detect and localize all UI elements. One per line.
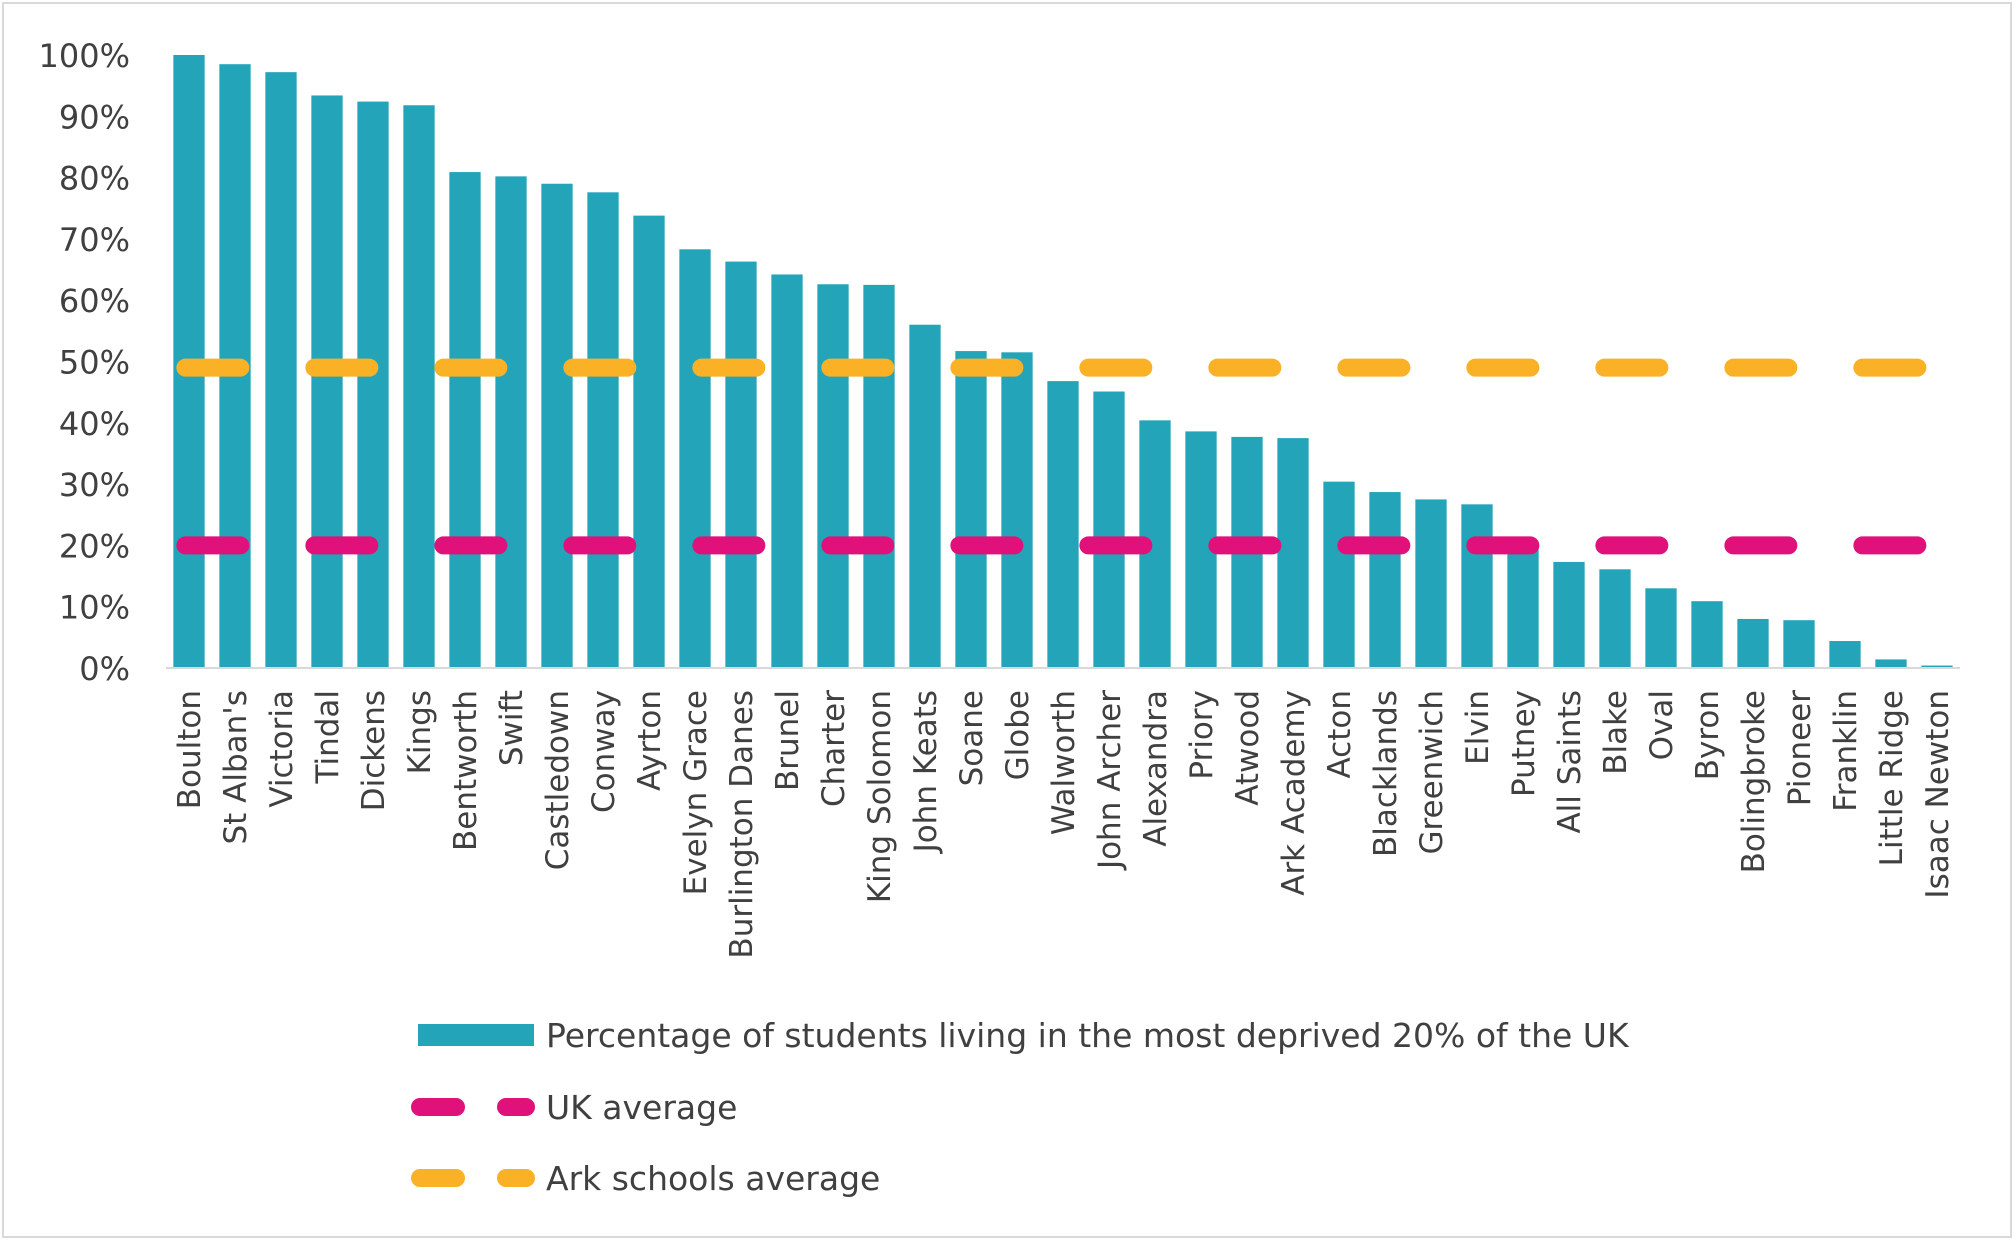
y-tick-label: 100% <box>39 37 130 75</box>
x-tick-label: Brunel <box>770 690 806 791</box>
bar <box>955 351 987 668</box>
legend-item: Percentage of students living in the mos… <box>418 1016 1630 1055</box>
bar <box>311 95 343 668</box>
legend-item: UK average <box>411 1088 737 1127</box>
bar <box>541 183 573 669</box>
x-tick-label: Greenwich <box>1414 690 1450 855</box>
bar <box>863 284 895 668</box>
y-tick-label: 90% <box>59 98 130 136</box>
x-tick-label: Byron <box>1690 690 1726 780</box>
y-tick-label: 40% <box>59 405 130 443</box>
x-tick-label: Victoria <box>264 690 300 808</box>
x-tick-label: Bolingbroke <box>1736 690 1772 873</box>
x-tick-label: Bentworth <box>448 690 484 851</box>
x-tick-label: Walworth <box>1046 690 1082 835</box>
bar <box>1093 391 1125 668</box>
bar <box>449 172 481 668</box>
x-axis: Boulton St Alban's Victoria Tindal Dickens Ki… <box>166 667 1960 959</box>
y-tick-label: 0% <box>79 650 130 688</box>
x-tick-label: Acton <box>1322 690 1358 778</box>
x-tick-label: Soane <box>954 690 990 786</box>
x-tick-label: Franklin <box>1828 690 1864 812</box>
bars <box>173 55 1953 669</box>
x-tick-label: Globe <box>1000 690 1036 780</box>
x-tick-label: Castledown <box>540 690 576 870</box>
bar <box>1001 352 1033 668</box>
bar <box>495 176 527 668</box>
bar <box>909 324 941 668</box>
bar <box>1737 618 1769 668</box>
bar <box>1599 569 1631 668</box>
bar <box>771 274 803 668</box>
legend-swatch <box>418 1024 534 1046</box>
y-tick-label: 30% <box>59 466 130 504</box>
reference-lines <box>176 358 1943 555</box>
bar <box>357 101 389 668</box>
y-axis: 0% 10% 20% 30% 40% 50% 60% 70% 80% 90% 100% <box>39 37 130 688</box>
x-tick-label: Little Ridge <box>1874 690 1910 866</box>
bar <box>1277 438 1309 668</box>
y-tick-label: 70% <box>59 221 130 259</box>
x-tick-label: Ayrton <box>632 690 668 791</box>
x-tick-label: Charter <box>816 690 852 807</box>
y-tick-label: 50% <box>59 344 130 382</box>
y-tick-label: 20% <box>59 527 130 565</box>
y-tick-label: 80% <box>59 160 130 198</box>
legend-label: Ark schools average <box>546 1159 880 1198</box>
x-tick-label: Dickens <box>356 690 392 811</box>
bar <box>1829 641 1861 668</box>
bar <box>817 284 849 668</box>
bar <box>1415 499 1447 668</box>
x-tick-label: Ark Academy <box>1276 690 1312 896</box>
bar <box>1047 381 1079 668</box>
x-tick-label: Burlington Danes <box>724 690 760 959</box>
bar <box>1323 481 1355 668</box>
bar <box>1875 659 1907 668</box>
legend-label: UK average <box>546 1088 737 1127</box>
x-tick-label: Isaac Newton <box>1920 690 1956 899</box>
x-tick-label: Tindal <box>310 690 346 785</box>
y-tick-label: 10% <box>59 589 130 627</box>
x-tick-label: Putney <box>1506 690 1542 797</box>
bar <box>1507 547 1539 668</box>
bar <box>1369 492 1401 668</box>
x-tick-label: Pioneer <box>1782 690 1818 806</box>
x-tick-label: Swift <box>494 690 530 766</box>
x-tick-label: King Solomon <box>862 690 898 903</box>
bar <box>1553 561 1585 668</box>
bar <box>1645 588 1677 668</box>
x-tick-label: John Keats <box>908 690 944 854</box>
bar <box>633 215 665 668</box>
x-tick-label: Alexandra <box>1138 690 1174 847</box>
bar <box>1461 504 1493 668</box>
x-tick-label: All Saints <box>1552 690 1588 834</box>
x-tick-label: Priory <box>1184 690 1220 780</box>
x-tick-label: Blake <box>1598 690 1634 775</box>
x-tick-label: Atwood <box>1230 690 1266 806</box>
x-tick-label: John Archer <box>1092 690 1128 871</box>
legend-item: Ark schools average <box>411 1159 880 1198</box>
bar <box>587 192 619 668</box>
x-tick-label: Kings <box>402 690 438 774</box>
x-tick-label: Elvin <box>1460 690 1496 765</box>
y-tick-label: 60% <box>59 282 130 320</box>
x-tick-label: Oval <box>1644 690 1680 760</box>
bar <box>725 261 757 668</box>
x-tick-label: Conway <box>586 690 622 813</box>
x-tick-label: Boulton <box>172 690 208 809</box>
bar <box>679 249 711 669</box>
x-tick-label: St Alban's <box>218 690 254 845</box>
x-tick-label: Blacklands <box>1368 690 1404 857</box>
bar <box>403 105 435 669</box>
legend-label: Percentage of students living in the mos… <box>546 1016 1630 1055</box>
bar <box>265 72 297 668</box>
bar <box>1691 601 1723 668</box>
legend: Percentage of students living in the mos… <box>411 1016 1630 1198</box>
x-tick-label: Evelyn Grace <box>678 690 714 895</box>
bar <box>1783 620 1815 668</box>
bar <box>1921 665 1953 668</box>
